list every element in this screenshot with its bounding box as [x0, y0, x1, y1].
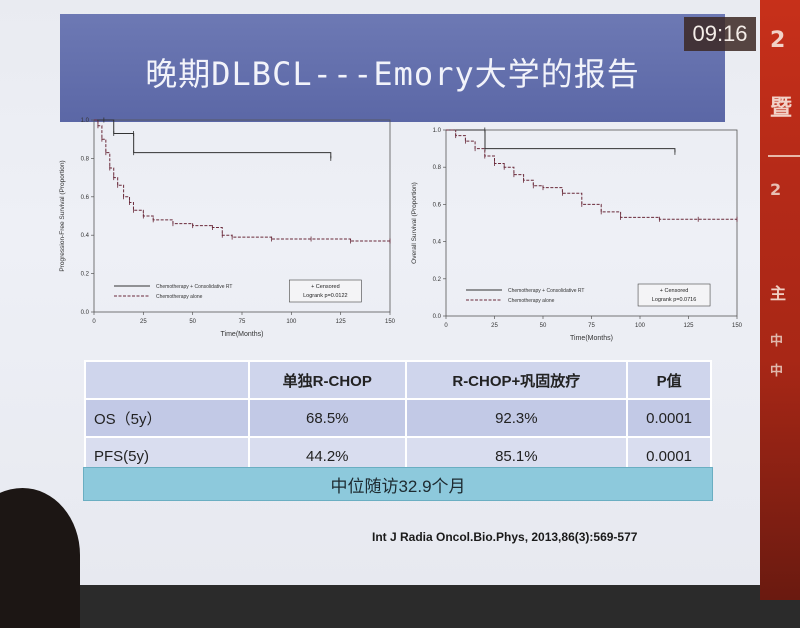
y-tick-label: 0.4 — [433, 240, 442, 246]
table-cell: OS（5y） — [84, 398, 250, 438]
y-tick-label: 0.6 — [433, 202, 442, 208]
table-row: OS（5y） 68.5% 92.3% 0.0001 — [84, 398, 712, 438]
series-line — [446, 129, 676, 153]
table-header-cell: R-CHOP+巩固放疗 — [404, 360, 629, 400]
strip-text: 中 — [770, 334, 784, 349]
legend-test: Logrank p=0.0716 — [652, 297, 697, 303]
legend-label: Chemotherapy + Consolidative RT — [508, 288, 584, 294]
y-tick-label: 0.2 — [433, 277, 442, 283]
legend-box — [289, 279, 362, 303]
series-line — [446, 129, 737, 220]
slide-title: 晚期DLBCL---Emory大学的报告 — [145, 55, 640, 93]
x-tick-label: 50 — [189, 319, 196, 325]
legend-censored: + Censored — [660, 288, 689, 294]
y-tick-label: 1.0 — [81, 118, 90, 124]
y-tick-label: 0.6 — [81, 195, 90, 201]
strip-text: 中 — [770, 364, 784, 379]
legend-box — [637, 283, 711, 307]
os-chart-svg: 0 25 50 75 100 125 150 0.0 0.2 0.4 0.6 0.8 1.0 Time(M… — [411, 127, 743, 342]
followup-banner: 中位随访32.9个月 — [83, 467, 713, 501]
strip-divider — [768, 155, 800, 157]
strip-text: 主 — [770, 284, 787, 303]
results-table: 单独R-CHOP R-CHOP+巩固放疗 P值 OS（5y） 68.5% 92.… — [84, 360, 712, 476]
citation: Int J Radia Oncol.Bio.Phys, 2013,86(3):5… — [372, 530, 638, 544]
title-bar: 晚期DLBCL---Emory大学的报告 — [60, 14, 725, 122]
pfs-chart: 0 25 50 75 100 125 150 0.0 0.2 0.4 0.6 0.8 1.0 Time(M… — [52, 112, 402, 342]
table-header-cell: P值 — [626, 360, 712, 400]
y-tick-label: 0.0 — [81, 310, 90, 316]
x-tick-label: 25 — [140, 319, 147, 325]
x-tick-label: 150 — [385, 319, 396, 325]
x-tick-label: 50 — [540, 323, 547, 329]
table-cell: 68.5% — [248, 398, 407, 438]
os-chart: 0 25 50 75 100 125 150 0.0 0.2 0.4 0.6 0.8 1.0 Time(M… — [404, 122, 749, 346]
x-tick-label: 125 — [336, 319, 347, 325]
table-cell: 92.3% — [404, 398, 629, 438]
clock-overlay: 09:16 — [684, 17, 756, 51]
x-axis-label: Time(Months) — [570, 335, 613, 342]
y-tick-label: 0.2 — [81, 272, 90, 278]
adjacent-screen-strip: 2 暨 2 主 中 中 — [760, 0, 800, 600]
x-tick-label: 100 — [635, 323, 646, 329]
pfs-chart-svg: 0 25 50 75 100 125 150 0.0 0.2 0.4 0.6 0.8 1.0 Time(M… — [59, 117, 396, 338]
x-tick-label: 100 — [286, 319, 297, 325]
legend-label: Chemotherapy + Consolidative RT — [156, 284, 232, 290]
x-axis-label: Time(Months) — [221, 331, 264, 338]
table-header-cell — [84, 360, 250, 400]
table-header-cell: 单独R-CHOP — [248, 360, 407, 400]
legend-label: Chemotherapy alone — [156, 294, 203, 300]
y-tick-label: 0.4 — [81, 233, 90, 239]
x-tick-label: 25 — [491, 323, 498, 329]
series-line — [94, 119, 390, 242]
legend-test: Logrank p=0.0122 — [303, 293, 348, 299]
x-tick-label: 125 — [683, 323, 694, 329]
table-header-row: 单独R-CHOP R-CHOP+巩固放疗 P值 — [84, 360, 712, 400]
strip-text: 2 — [770, 28, 786, 53]
x-tick-label: 75 — [588, 323, 595, 329]
presentation-slide: 晚期DLBCL---Emory大学的报告 0 25 50 75 100 125 150 0.0… — [0, 0, 780, 585]
y-axis-label: Progression-Free Survival (Proportion) — [59, 160, 66, 271]
strip-text: 暨 — [770, 96, 793, 121]
legend-label: Chemotherapy alone — [508, 298, 555, 304]
followup-text: 中位随访32.9个月 — [330, 476, 466, 496]
x-tick-label: 75 — [239, 319, 246, 325]
table-cell: 0.0001 — [626, 398, 712, 438]
y-axis-label: Overall Survival (Proportion) — [411, 182, 418, 264]
y-tick-label: 0.8 — [433, 165, 442, 171]
y-tick-label: 1.0 — [433, 128, 442, 134]
x-tick-label: 0 — [92, 319, 96, 325]
x-tick-label: 150 — [732, 323, 743, 329]
legend-censored: + Censored — [311, 284, 340, 290]
y-tick-label: 0.8 — [81, 156, 90, 162]
x-tick-label: 0 — [444, 323, 448, 329]
series-line — [94, 119, 332, 159]
strip-text: 2 — [770, 180, 782, 199]
y-tick-label: 0.0 — [433, 314, 442, 320]
